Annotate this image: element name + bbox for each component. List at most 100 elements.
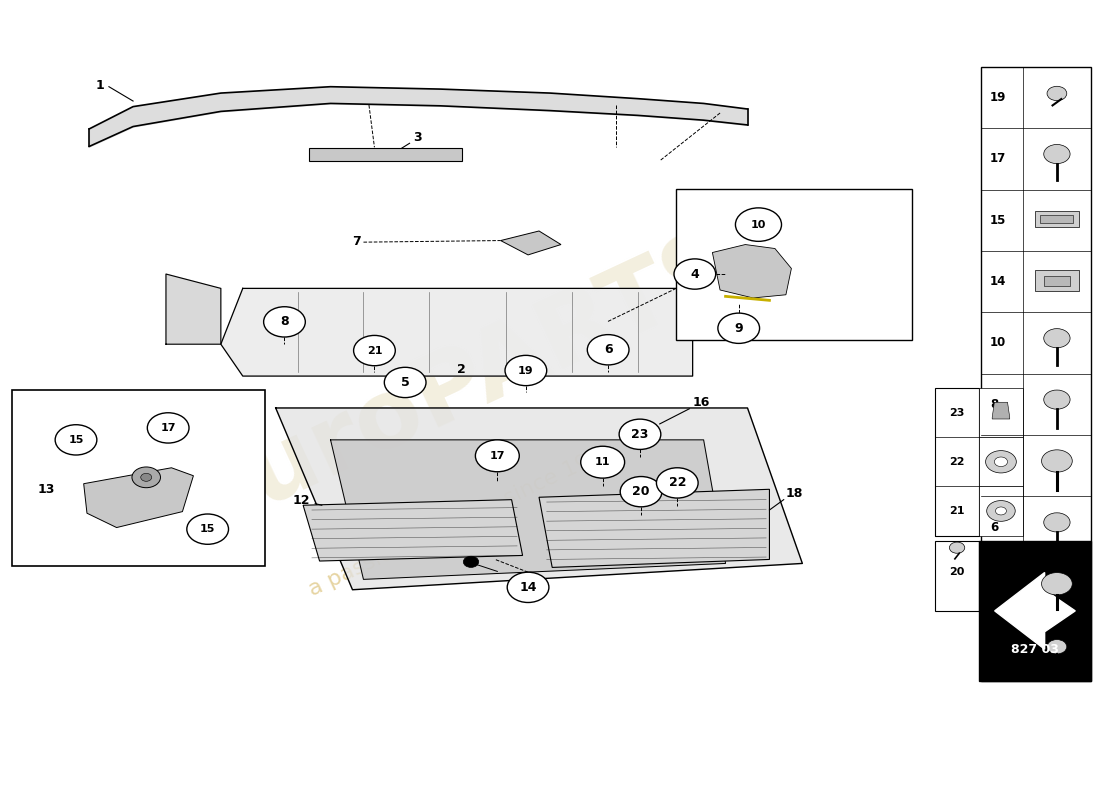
Circle shape	[384, 367, 426, 398]
Text: 22: 22	[949, 457, 965, 466]
Text: 16: 16	[693, 396, 710, 410]
Text: 14: 14	[519, 581, 537, 594]
Circle shape	[1044, 145, 1070, 164]
Circle shape	[736, 208, 781, 242]
Circle shape	[55, 425, 97, 455]
Text: 10: 10	[751, 220, 767, 230]
Circle shape	[620, 477, 662, 507]
Text: 7: 7	[352, 234, 361, 247]
Circle shape	[475, 440, 519, 472]
Text: 8: 8	[990, 398, 998, 411]
Text: 22: 22	[669, 477, 686, 490]
Circle shape	[986, 450, 1016, 473]
Text: 17: 17	[990, 152, 1006, 166]
Polygon shape	[331, 440, 726, 579]
Text: 19: 19	[990, 91, 1006, 104]
Text: a passion for parts since 1985: a passion for parts since 1985	[306, 439, 619, 600]
Text: 3: 3	[412, 131, 421, 144]
Bar	[979, 486, 1023, 535]
Bar	[979, 541, 1091, 681]
Text: 19: 19	[518, 366, 534, 375]
Text: 1: 1	[96, 78, 104, 91]
Circle shape	[1042, 573, 1072, 595]
Text: 21: 21	[366, 346, 382, 355]
Text: 7: 7	[990, 459, 998, 472]
Bar	[1035, 210, 1079, 226]
Polygon shape	[713, 245, 791, 298]
Circle shape	[147, 413, 189, 443]
Text: 13: 13	[37, 483, 55, 496]
Text: 20: 20	[949, 567, 965, 577]
Text: 15: 15	[990, 214, 1006, 226]
Text: 12: 12	[293, 494, 310, 506]
Circle shape	[581, 446, 625, 478]
Circle shape	[1047, 86, 1067, 101]
Circle shape	[505, 355, 547, 386]
Polygon shape	[84, 468, 194, 527]
Circle shape	[264, 306, 306, 337]
Text: euroPARTS: euroPARTS	[173, 216, 751, 552]
Circle shape	[1047, 639, 1067, 654]
Text: 4: 4	[990, 643, 998, 657]
Circle shape	[463, 556, 478, 567]
Text: 18: 18	[785, 487, 803, 500]
Text: 15: 15	[200, 524, 216, 534]
Bar	[1041, 214, 1074, 222]
Circle shape	[949, 542, 965, 554]
Text: 4: 4	[691, 267, 700, 281]
Text: 2: 2	[456, 363, 465, 376]
Bar	[1035, 270, 1079, 291]
Circle shape	[353, 335, 395, 366]
Circle shape	[507, 572, 549, 602]
Bar	[935, 541, 979, 611]
Circle shape	[718, 313, 760, 343]
Text: 6: 6	[604, 343, 613, 356]
Text: 8: 8	[280, 315, 289, 328]
Text: 6: 6	[990, 521, 998, 534]
Text: 827 03: 827 03	[1011, 643, 1059, 657]
Bar	[1044, 276, 1070, 286]
Circle shape	[996, 507, 1006, 515]
Circle shape	[1042, 450, 1072, 472]
Circle shape	[987, 501, 1015, 522]
Bar	[981, 66, 1091, 681]
Text: 9: 9	[735, 322, 743, 334]
Text: 23: 23	[949, 408, 965, 418]
Text: 5: 5	[990, 582, 998, 595]
Text: 5: 5	[400, 376, 409, 389]
Polygon shape	[221, 288, 693, 376]
Circle shape	[674, 259, 716, 289]
Circle shape	[587, 334, 629, 365]
Circle shape	[132, 467, 161, 488]
Bar	[309, 148, 462, 161]
Text: 23: 23	[631, 428, 649, 441]
Text: 17: 17	[490, 451, 505, 461]
Circle shape	[141, 474, 152, 482]
Text: 14: 14	[990, 275, 1006, 288]
Polygon shape	[994, 573, 1076, 650]
Bar	[935, 388, 979, 535]
Polygon shape	[166, 274, 221, 344]
Text: 17: 17	[161, 423, 176, 433]
Circle shape	[994, 457, 1008, 466]
Text: 20: 20	[632, 485, 650, 498]
Polygon shape	[500, 231, 561, 255]
Bar	[979, 438, 1023, 486]
Polygon shape	[304, 500, 522, 561]
Bar	[676, 189, 912, 340]
Polygon shape	[276, 408, 802, 590]
Circle shape	[619, 419, 661, 450]
Bar	[979, 388, 1023, 438]
Polygon shape	[539, 490, 769, 567]
Text: 11: 11	[595, 457, 610, 467]
Circle shape	[1044, 390, 1070, 409]
Circle shape	[657, 468, 698, 498]
Text: 21: 21	[949, 506, 965, 516]
Text: 10: 10	[990, 337, 1006, 350]
Circle shape	[187, 514, 229, 544]
Circle shape	[1044, 513, 1070, 532]
Circle shape	[1044, 329, 1070, 348]
Text: 15: 15	[68, 435, 84, 445]
Polygon shape	[992, 402, 1010, 419]
Bar	[12, 390, 265, 566]
